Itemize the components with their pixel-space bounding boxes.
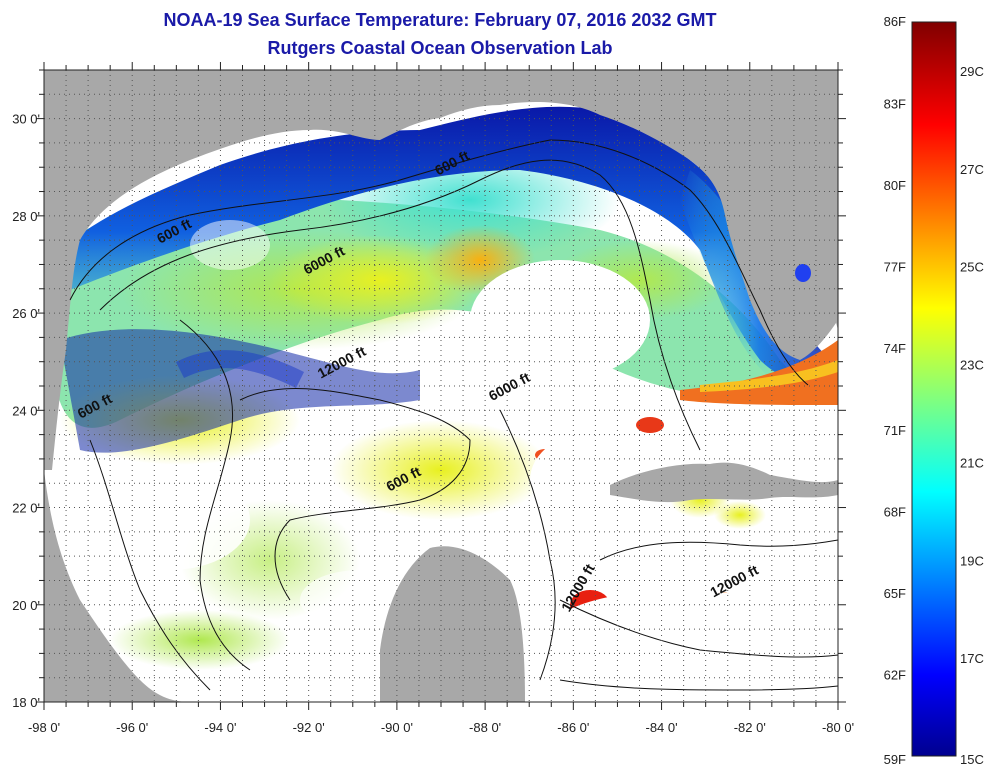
x-tick-label: -88 0' (469, 720, 501, 735)
colorbar-c-label: 21C (960, 455, 984, 470)
x-tick-label: -80 0' (822, 720, 854, 735)
colorbar-c-label: 29C (960, 64, 984, 79)
y-tick-label: 24 0' (12, 403, 40, 418)
colorbar-f-label: 68F (884, 504, 906, 519)
x-tick-label: -82 0' (734, 720, 766, 735)
x-tick-label: -96 0' (116, 720, 148, 735)
x-tick-label: -98 0' (28, 720, 60, 735)
colorbar-c-label: 27C (960, 162, 984, 177)
y-tick-label: 18 0' (12, 695, 40, 710)
colorbar-f-label: 71F (884, 423, 906, 438)
colorbar-c-label: 15C (960, 752, 984, 767)
map-title: NOAA-19 Sea Surface Temperature: Februar… (163, 10, 717, 30)
y-axis-labels: 30 0' 28 0' 26 0' 24 0' 22 0' 20 0' 18 0' (12, 112, 40, 710)
colorbar-f-label: 83F (884, 97, 906, 112)
x-tick-label: -94 0' (204, 720, 236, 735)
colorbar-c-label: 25C (960, 260, 984, 275)
colorbar-f-label: 80F (884, 178, 906, 193)
map-subtitle: Rutgers Coastal Ocean Observation Lab (267, 38, 613, 58)
colorbar-fahrenheit-labels: 86F 83F 80F 77F 74F 71F 68F 65F 62F 59F (884, 14, 906, 767)
graticule (44, 70, 838, 702)
colorbar-c-label: 23C (960, 358, 984, 373)
y-tick-label: 22 0' (12, 501, 40, 516)
colorbar-f-label: 59F (884, 752, 906, 767)
x-tick-label: -92 0' (293, 720, 325, 735)
y-tick-label: 20 0' (12, 598, 40, 613)
x-axis-labels: -98 0' -96 0' -94 0' -92 0' -90 0' -88 0' -86 … (28, 720, 854, 735)
y-tick-label: 30 0' (12, 112, 40, 127)
y-tick-label: 26 0' (12, 306, 40, 321)
colorbar-gradient (911, 21, 957, 757)
colorbar-f-label: 74F (884, 341, 906, 356)
colorbar-celsius-labels: 29C 27C 25C 23C 21C 19C 17C 15C (960, 64, 984, 767)
x-tick-label: -86 0' (557, 720, 589, 735)
colorbar-f-label: 86F (884, 14, 906, 29)
colorbar-c-label: 17C (960, 651, 984, 666)
colorbar-f-label: 62F (884, 667, 906, 682)
x-tick-label: -90 0' (381, 720, 413, 735)
colorbar-f-label: 77F (884, 260, 906, 275)
bathymetry-contours (69, 139, 838, 691)
y-tick-label: 28 0' (12, 209, 40, 224)
axis-ticks (36, 62, 846, 710)
land (44, 70, 838, 702)
colorbar-f-label: 65F (884, 586, 906, 601)
colorbar-c-label: 19C (960, 553, 984, 568)
x-tick-label: -84 0' (645, 720, 677, 735)
